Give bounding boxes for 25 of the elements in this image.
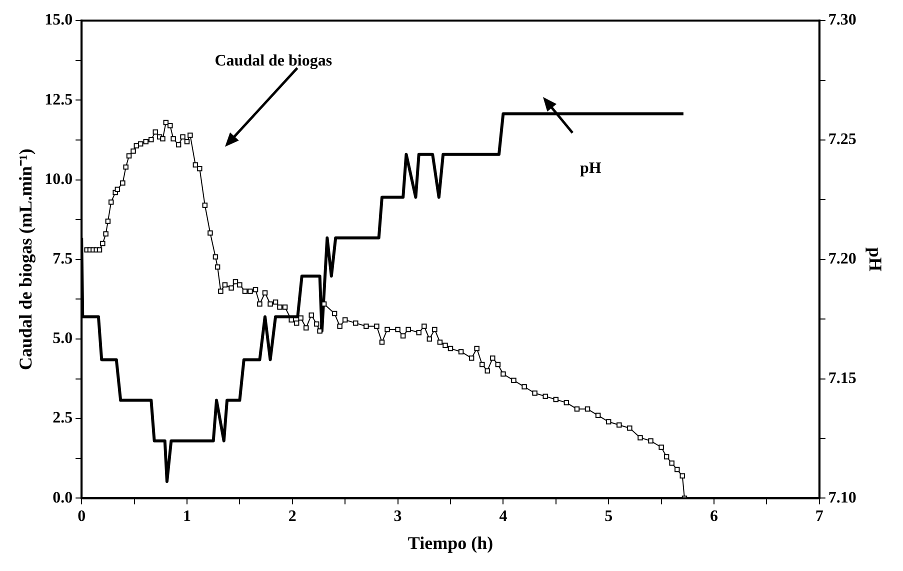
y2-tick-label: 7.30 — [828, 12, 856, 29]
x-tick-label: 5 — [604, 508, 613, 525]
y-tick-label: 10.0 — [44, 170, 73, 188]
y2-tick-label: 7.20 — [828, 250, 856, 268]
y-tick-label: 12.5 — [44, 91, 73, 108]
y2-tick-label: 7.25 — [828, 131, 856, 148]
y-tick-label: 5.0 — [52, 330, 73, 348]
y-tick-label: 2.5 — [52, 410, 73, 427]
x-tick-label: 2 — [288, 508, 296, 525]
y-tick-label: 7.5 — [52, 250, 73, 268]
x-axis-title: Tiempo (h) — [408, 532, 494, 553]
y-tick-label: 0.0 — [52, 489, 73, 506]
x-tick-label: 4 — [499, 508, 508, 525]
text: pH — [580, 160, 602, 177]
x-tick-label: 6 — [710, 508, 718, 525]
y2-tick-label: 7.15 — [828, 370, 856, 387]
y2-tick-label: 7.10 — [828, 489, 856, 506]
x-tick-label: 3 — [394, 508, 402, 525]
y-tick-label: 15.0 — [44, 12, 73, 29]
x-tick-label: 7 — [815, 508, 824, 525]
x-tick-label: 0 — [78, 508, 86, 525]
text: Caudal de biogas — [214, 52, 332, 70]
y-axis-title: Caudal de biogas (mL.min⁻¹) — [15, 148, 36, 370]
y2-axis-title: pH — [866, 247, 886, 272]
x-tick-label: 1 — [183, 508, 191, 525]
